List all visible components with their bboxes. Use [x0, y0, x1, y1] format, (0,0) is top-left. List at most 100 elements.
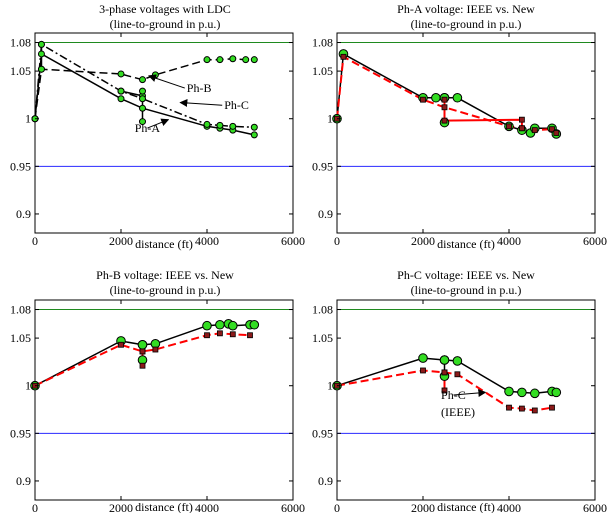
data-point — [249, 319, 260, 330]
data-point — [203, 120, 211, 128]
y-ticks: 0.9 0.95 1 1.05 1.08 — [10, 303, 293, 488]
data-point — [420, 367, 426, 374]
panel-ph-b-ieee-vs-new: Ph-B voltage: IEEE vs. New (line-to-grou… — [10, 268, 305, 513]
data-point — [504, 386, 514, 397]
x-ticks: 0 2000 4000 6000 — [334, 300, 607, 513]
data-point — [431, 92, 441, 103]
data-point — [531, 127, 538, 134]
data-point — [549, 404, 555, 411]
series-line-5 — [34, 57, 255, 119]
y-tick-label: 1.05 — [312, 64, 333, 78]
x-tick-label: 6000 — [583, 234, 607, 248]
data-point — [517, 387, 527, 398]
plot-frame — [34, 32, 294, 234]
x-tick-label: 0 — [32, 234, 38, 248]
x-ticks: 0 2000 4000 6000 — [334, 33, 607, 248]
series-layer — [30, 319, 260, 391]
panel-ph-c-ieee-vs-new: Ph-C voltage: IEEE vs. New (line-to-grou… — [312, 268, 607, 513]
x-tick-label: 0 — [334, 501, 340, 513]
annotation-arrow — [148, 74, 185, 89]
data-point — [439, 355, 450, 365]
y-tick-label: 1.08 — [312, 36, 333, 50]
chart-title: 3-phase voltages with LDC — [99, 2, 231, 16]
x-ticks: 0 2000 4000 6000 — [32, 33, 305, 248]
data-point — [553, 130, 560, 136]
y-ticks: 0.9 0.95 1 1.05 1.08 — [312, 303, 595, 488]
y-tick-label: 1 — [25, 379, 31, 393]
data-point — [454, 371, 461, 378]
data-point — [229, 331, 236, 338]
y-ticks: 0.9 0.95 1 1.05 1.08 — [312, 36, 595, 221]
data-point — [117, 70, 125, 78]
x-tick-label: 0 — [32, 501, 38, 513]
x-tick-label: 4000 — [497, 501, 521, 513]
x-tick-label: 4000 — [497, 234, 521, 248]
data-point — [216, 121, 224, 129]
x-tick-label: 2000 — [109, 234, 133, 248]
y-tick-label: 1.05 — [10, 64, 31, 78]
x-tick-label: 2000 — [109, 501, 133, 513]
annotation-ph-c: Ph-C — [224, 98, 249, 112]
data-point — [242, 56, 250, 64]
series-line-4 — [34, 43, 255, 129]
panel-phase-voltages-ldc: 3-phase voltages with LDC (line-to-groun… — [10, 2, 305, 251]
data-point — [215, 319, 225, 330]
x-tick-label: 6000 — [281, 234, 305, 248]
series-layer — [332, 49, 562, 139]
data-point — [250, 131, 258, 139]
x-axis-label: distance (ft) — [437, 237, 495, 251]
y-tick-label: 1 — [327, 112, 333, 126]
panel-ph-a-ieee-vs-new: Ph-A voltage: IEEE vs. New (line-to-grou… — [312, 2, 607, 251]
plot-frame — [336, 299, 596, 501]
y-tick-label: 1 — [327, 379, 333, 393]
data-point — [137, 339, 148, 350]
x-axis-label: distance (ft) — [437, 500, 495, 513]
data-point — [118, 341, 124, 348]
annotation-arrow — [179, 98, 223, 107]
y-tick-label: 1 — [25, 112, 31, 126]
y-tick-label: 1.05 — [10, 331, 31, 345]
data-point — [531, 407, 538, 414]
data-point — [452, 92, 463, 103]
y-tick-label: 0.9 — [16, 207, 31, 221]
data-point — [139, 118, 146, 126]
data-point — [216, 330, 223, 337]
data-point — [228, 320, 238, 331]
chart-subtitle: (line-to-ground in p.u.) — [110, 17, 221, 31]
data-point — [139, 104, 146, 112]
x-tick-label: 4000 — [195, 234, 219, 248]
chart-title: Ph-A voltage: IEEE vs. New — [397, 2, 535, 16]
annotation-ph-b: Ph-B — [187, 81, 212, 95]
data-point — [229, 122, 237, 130]
data-point — [37, 65, 45, 73]
data-point — [250, 56, 258, 64]
data-point — [139, 87, 146, 95]
y-ticks: 0.9 0.95 1 1.05 1.08 — [10, 36, 293, 221]
y-tick-label: 0.95 — [10, 159, 31, 173]
series-line-1 — [120, 90, 143, 97]
data-point — [216, 56, 224, 64]
y-tick-label: 0.9 — [16, 474, 31, 488]
x-tick-label: 2000 — [411, 234, 435, 248]
data-point — [139, 76, 146, 84]
data-point — [247, 332, 253, 339]
data-point — [139, 362, 146, 369]
data-point — [250, 123, 258, 131]
x-axis-label: distance (ft) — [135, 237, 193, 251]
data-point — [418, 353, 428, 363]
data-point — [549, 126, 555, 133]
y-tick-label: 1.08 — [10, 303, 31, 317]
y-tick-label: 1.08 — [312, 303, 333, 317]
data-point — [506, 123, 512, 130]
data-point — [441, 387, 448, 394]
x-tick-label: 2000 — [411, 501, 435, 513]
data-point — [229, 55, 237, 63]
x-tick-label: 4000 — [195, 501, 219, 513]
data-point — [37, 40, 45, 48]
chart-subtitle: (line-to-ground in p.u.) — [110, 283, 221, 297]
x-tick-label: 6000 — [281, 501, 305, 513]
data-point — [117, 95, 125, 103]
data-point — [441, 369, 448, 376]
data-point — [203, 56, 211, 64]
plot-frame — [336, 32, 596, 234]
